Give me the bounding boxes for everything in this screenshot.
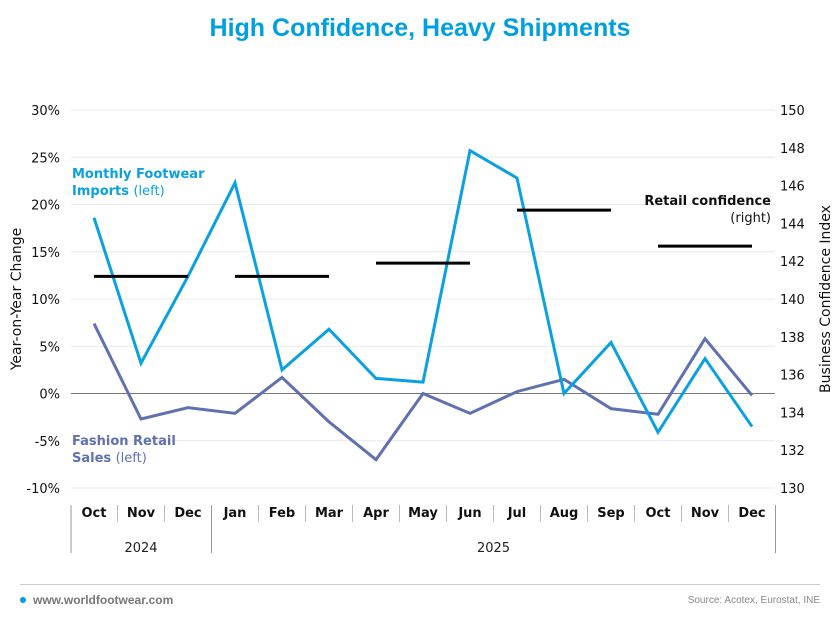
imports-series-label: Monthly Footwear bbox=[72, 167, 205, 182]
month-label: Jan bbox=[223, 506, 247, 521]
chart-title: High Confidence, Heavy Shipments bbox=[209, 14, 631, 42]
footer-divider bbox=[20, 584, 820, 585]
confidence-series-label-suffix: (right) bbox=[730, 211, 771, 226]
imports-label-line1: Monthly Footwear bbox=[72, 167, 205, 182]
footer-website[interactable]: www.worldfootwear.com bbox=[20, 593, 173, 607]
retail-sales-line bbox=[92, 322, 754, 462]
imports-series-label-2: Imports (left) bbox=[72, 182, 165, 199]
confidence-series-label: Retail confidence bbox=[644, 194, 771, 209]
month-label: Nov bbox=[691, 506, 720, 521]
month-label: Apr bbox=[363, 506, 389, 521]
left-axis-ticks: 30% 25% 20% 15% 10% 5% 0% -5% -10% bbox=[26, 104, 60, 497]
year-label: 2025 bbox=[477, 541, 510, 556]
left-tick-label: 15% bbox=[31, 246, 60, 261]
bullet-dot-icon bbox=[20, 597, 26, 603]
right-tick-label: 148 bbox=[780, 142, 805, 157]
month-label: Nov bbox=[127, 506, 156, 521]
retail-series-label: Fashion Retail bbox=[72, 434, 176, 449]
left-tick-label: 10% bbox=[31, 293, 60, 308]
left-tick-label: 0% bbox=[39, 388, 60, 403]
month-label: Dec bbox=[174, 506, 201, 521]
month-label: Oct bbox=[82, 506, 107, 521]
retail-series-label-2: Sales (left) bbox=[72, 449, 147, 466]
left-tick-label: 5% bbox=[39, 340, 60, 355]
left-tick-label: 25% bbox=[31, 151, 60, 166]
left-axis-title: Year-on-Year Change bbox=[9, 228, 25, 372]
right-tick-label: 150 bbox=[780, 104, 805, 119]
month-label: Mar bbox=[315, 506, 344, 521]
month-label: May bbox=[408, 506, 438, 521]
right-tick-label: 134 bbox=[780, 406, 805, 421]
right-tick-label: 142 bbox=[780, 255, 805, 270]
gridlines bbox=[71, 109, 775, 489]
imports-label-suffix: (left) bbox=[133, 184, 164, 199]
right-tick-label: 144 bbox=[780, 217, 805, 232]
month-label: Feb bbox=[269, 506, 295, 521]
month-label: Jul bbox=[507, 506, 527, 521]
right-tick-label: 132 bbox=[780, 444, 805, 459]
left-tick-label: -10% bbox=[26, 482, 60, 497]
month-label: Aug bbox=[550, 506, 579, 521]
month-label: Sep bbox=[597, 506, 625, 521]
retail-label-suffix: (left) bbox=[116, 451, 147, 466]
right-tick-label: 146 bbox=[780, 180, 805, 195]
month-label: Oct bbox=[646, 506, 671, 521]
retail-label-line1: Fashion Retail bbox=[72, 434, 176, 449]
left-tick-label: 30% bbox=[31, 104, 60, 119]
website-link[interactable]: www.worldfootwear.com bbox=[33, 593, 174, 607]
right-tick-label: 138 bbox=[780, 331, 805, 346]
year-label: 2024 bbox=[124, 541, 157, 556]
footer-source: Source: Acotex, Eurostat, INE bbox=[687, 595, 820, 606]
series-lines bbox=[92, 148, 754, 462]
left-tick-label: 20% bbox=[31, 199, 60, 214]
retail-label-line2: Sales bbox=[72, 451, 111, 466]
left-tick-label: -5% bbox=[35, 435, 60, 450]
right-axis-ticks: 150 148 146 144 142 140 138 136 134 132 130 bbox=[780, 104, 805, 497]
right-axis-title: Business Confidence Index bbox=[818, 205, 834, 393]
month-label: Jun bbox=[457, 506, 481, 521]
imports-line bbox=[92, 148, 754, 436]
right-tick-label: 140 bbox=[780, 293, 805, 308]
imports-label-line2: Imports bbox=[72, 184, 129, 199]
right-tick-label: 130 bbox=[780, 482, 805, 497]
right-tick-label: 136 bbox=[780, 369, 805, 384]
month-label: Dec bbox=[738, 506, 765, 521]
x-axis: Oct Nov Dec Jan Feb Mar Apr May Jun Jul Aug Sep Oct N… bbox=[70, 505, 776, 556]
